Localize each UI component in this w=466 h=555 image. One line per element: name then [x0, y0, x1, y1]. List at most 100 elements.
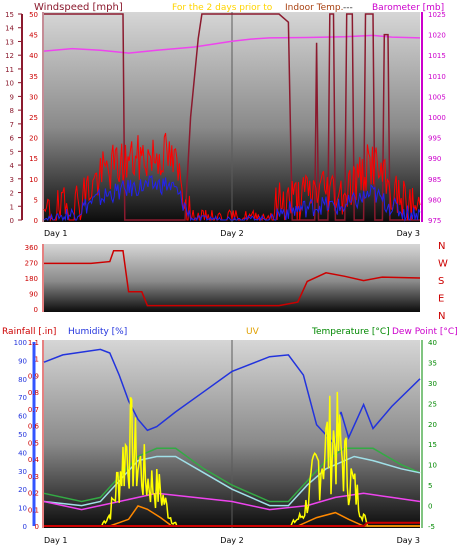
temperature-tick: 20 — [428, 421, 437, 429]
direction-tick: 90 — [29, 291, 38, 299]
humidity-tick: 30 — [18, 468, 27, 476]
direction-plot-area — [44, 244, 420, 312]
windspeed-label: Windspeed [mph] — [34, 2, 123, 13]
windspeed-tick: 14 — [5, 25, 14, 33]
barometer-tick: 1015 — [428, 52, 446, 60]
bottom-series — [43, 348, 421, 527]
barometer-tick: 995 — [428, 135, 441, 143]
indoor-temp-label: Indoor Temp. — [285, 3, 344, 13]
rainfall-tick: 0.9 — [28, 372, 39, 380]
bottom-series-line — [43, 348, 421, 447]
rainfall-tick: 0.8 — [28, 389, 39, 397]
rainfall-tick: 0.4 — [28, 456, 40, 464]
compass-label: S — [438, 276, 444, 287]
barometer-tick: 1020 — [428, 32, 446, 40]
rainfall-tick: 0.3 — [28, 473, 39, 481]
direction-tick: 360 — [25, 244, 38, 252]
bottom-legend: Rainfall [.in] Humidity [%] UV Temperature … — [2, 327, 458, 337]
day-tick-label: Day 3 — [397, 229, 420, 238]
windspeed-tick: 12 — [5, 52, 14, 60]
rainfall-tick-labels: 0 0.1 0.2 0.3 0.4 0.5 0.6 0.7 0.8 0.9 1 1.1 — [28, 339, 40, 531]
rainfall-tick: 0.2 — [28, 490, 39, 498]
windspeed-tick: 5 — [10, 148, 14, 156]
dash-label: --- — [343, 3, 353, 13]
windspeed-tick: 3 — [10, 176, 14, 184]
direction-tick: 0 — [34, 306, 38, 314]
rainfall-tick: 1 — [35, 356, 39, 364]
legend-label: UV — [246, 327, 260, 337]
temperature-tick: 5 — [428, 482, 432, 490]
windspeed-tick: 0 — [10, 217, 14, 225]
windspeed-tick: 6 — [10, 135, 15, 143]
mid-tick: 40 — [29, 52, 38, 60]
barometer-tick: 990 — [428, 155, 441, 163]
mid-tick: 20 — [29, 135, 38, 143]
bottom-series-line — [43, 455, 421, 507]
bottom-series-line — [43, 447, 421, 503]
humidity-tick: 0 — [23, 523, 27, 531]
rainfall-tick: 1.1 — [28, 339, 39, 347]
windspeed-tick: 11 — [5, 66, 14, 74]
humidity-tick: 80 — [18, 376, 27, 384]
compass-label: E — [438, 294, 444, 305]
humidity-tick: 20 — [18, 486, 27, 494]
humidity-tick: 50 — [18, 431, 27, 439]
humidity-tick: 60 — [18, 413, 27, 421]
period-label: For the 2 days prior to — [172, 3, 273, 13]
barometer-tick: 1005 — [428, 93, 446, 101]
barometer-tick-labels: 975 980 985 990 995 1000 1005 1010 1015 1020 1025 — [428, 11, 446, 225]
legend-label: Dew Point [°C] — [392, 327, 458, 337]
top-day-labels: Day 1 Day 2 Day 3 — [44, 229, 420, 238]
windspeed-tick: 8 — [10, 107, 14, 115]
mid-tick: 25 — [29, 114, 38, 122]
direction-tick: 180 — [25, 275, 38, 283]
compass-label: W — [438, 259, 448, 270]
windspeed-tick: 9 — [10, 93, 14, 101]
top-series-line — [43, 174, 421, 222]
mid-tick-labels: 0 5 10 15 20 25 30 35 40 45 50 — [29, 11, 38, 225]
temperature-tick: 30 — [428, 380, 437, 388]
rainfall-tick: 0.5 — [28, 439, 39, 447]
wind-series — [43, 13, 421, 222]
legend-label: Humidity [%] — [68, 327, 127, 337]
windspeed-tick: 2 — [10, 190, 14, 198]
day-tick-label: Day 2 — [220, 536, 243, 545]
day-tick-label: Day 2 — [220, 229, 243, 238]
rainfall-tick: 0.1 — [28, 506, 39, 514]
temperature-tick-labels: -5 0 5 10 15 20 25 30 35 40 — [428, 339, 437, 531]
barometer-tick: 975 — [428, 217, 441, 225]
compass-label: N — [438, 241, 445, 252]
wind-barometer-panel: Windspeed [mph] For the 2 days prior to … — [5, 2, 446, 238]
day-tick-label: Day 1 — [44, 536, 67, 545]
humidity-tick-labels: 0 10 20 30 40 50 60 70 80 90 100 — [14, 339, 27, 531]
temperature-tick: 25 — [428, 400, 437, 408]
day-tick-label: Day 1 — [44, 229, 67, 238]
windspeed-tick: 4 — [10, 162, 15, 170]
barometer-tick: 980 — [428, 196, 441, 204]
humidity-tick: 70 — [18, 394, 27, 402]
legend-label: Temperature [°C] — [311, 327, 390, 337]
temperature-tick: 0 — [428, 503, 432, 511]
day-tick-label: Day 3 — [397, 536, 420, 545]
compass-label: N — [438, 311, 445, 322]
temperature-tick: 10 — [428, 462, 437, 470]
rainfall-tick: 0 — [35, 523, 39, 531]
bottom-series-line — [44, 521, 420, 527]
barometer-label: Barometer [mb] — [372, 3, 444, 13]
top-series-line — [44, 13, 420, 221]
temperature-tick: 35 — [428, 359, 437, 367]
humidity-temperature-panel: Rainfall [.in] Humidity [%] UV Temperature … — [2, 327, 458, 545]
temperature-tick: 15 — [428, 441, 437, 449]
mid-tick: 15 — [29, 155, 38, 163]
windspeed-tick: 1 — [10, 203, 14, 211]
temperature-tick: 40 — [428, 339, 437, 347]
top-series-line — [43, 34, 421, 54]
direction-series-line — [44, 250, 421, 307]
humidity-tick: 40 — [18, 449, 27, 457]
mid-tick: 30 — [29, 93, 38, 101]
rainfall-tick: 0.6 — [28, 423, 40, 431]
mid-tick: 10 — [29, 176, 38, 184]
